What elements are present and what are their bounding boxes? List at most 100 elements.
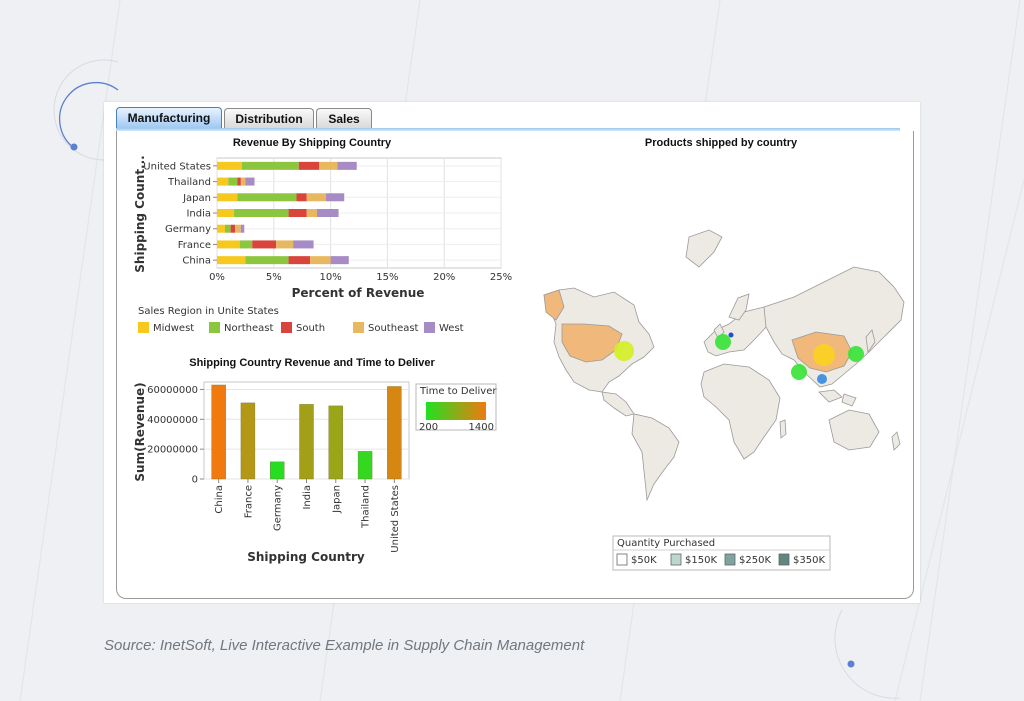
world-map-landmass <box>543 229 905 502</box>
chart1-bar-segment[interactable] <box>217 256 246 265</box>
chart1-legend-swatch <box>353 322 364 333</box>
country-alaska[interactable] <box>543 289 565 321</box>
chart1-bar-segment[interactable] <box>252 240 277 249</box>
chart1-x-tick-label: 10% <box>319 272 341 283</box>
chart1-bar-segment[interactable] <box>237 177 241 186</box>
country-united-states[interactable] <box>561 323 623 363</box>
map-legend-title: Quantity Purchased <box>617 538 715 549</box>
marker-united-states[interactable] <box>614 341 634 361</box>
charts-canvas: Revenue By Shipping Country United State… <box>133 137 905 571</box>
chart2-x-tick-label: France <box>243 485 254 518</box>
chart1-bar-segment[interactable] <box>293 240 314 249</box>
chart1-bar-segment[interactable] <box>230 224 236 233</box>
marker-india[interactable] <box>791 364 807 380</box>
chart1-bar-segment[interactable] <box>224 224 231 233</box>
chart2-y-tick-label: 40000000 <box>147 415 198 426</box>
chart1-bar-segment[interactable] <box>319 161 338 170</box>
chart1-bar-segment[interactable] <box>310 256 331 265</box>
chart1-y-tick-label: Japan <box>182 193 211 204</box>
chart1-bar-segment[interactable] <box>217 224 225 233</box>
chart2-bar[interactable] <box>357 451 373 480</box>
chart1-bar-segment[interactable] <box>245 256 289 265</box>
chart1-bar-segment[interactable] <box>228 177 238 186</box>
dashboard-panel: Manufacturing Distribution Sales Revenue… <box>104 102 920 603</box>
chart1-x-tick-label: 20% <box>433 272 455 283</box>
tab-sales[interactable]: Sales <box>316 108 372 128</box>
content-frame <box>116 131 914 599</box>
revenue-time-to-deliver-chart: Shipping Country Revenue and Time to Del… <box>133 357 497 564</box>
chart2-x-tick-label: India <box>302 485 313 510</box>
chart3-title: Products shipped by country <box>645 137 798 149</box>
chart1-x-tick-label: 25% <box>490 272 512 283</box>
chart1-bar-segment[interactable] <box>217 209 235 217</box>
chart1-bar-segment[interactable] <box>237 193 297 202</box>
chart2-legend-min: 200 <box>419 422 438 433</box>
chart1-x-tick-label: 0% <box>209 272 225 283</box>
chart2-y-tick-label: 20000000 <box>147 445 198 456</box>
chart1-bar-segment[interactable] <box>306 193 327 202</box>
chart1-legend-swatch <box>281 322 292 333</box>
chart1-bar-segment[interactable] <box>276 240 294 249</box>
chart1-y-tick-label: India <box>186 209 211 220</box>
chart2-bar[interactable] <box>387 386 402 480</box>
chart1-y-tick-label: France <box>178 240 211 251</box>
chart1-title: Revenue By Shipping Country <box>233 137 392 149</box>
chart1-bar-segment[interactable] <box>235 224 241 233</box>
map-legend: Quantity Purchased $50K $150K $250K $350K <box>612 535 831 571</box>
chart1-y-tick-label: United States <box>143 161 211 172</box>
chart1-bar-segment[interactable] <box>240 224 245 233</box>
map-legend-label: $250K <box>739 555 771 566</box>
chart1-legend-swatch <box>138 322 149 333</box>
chart1-bar-segment[interactable] <box>239 240 253 249</box>
chart1-bar-segment[interactable] <box>234 209 289 217</box>
map-legend-label: $350K <box>793 555 825 566</box>
chart2-bar[interactable] <box>328 405 343 480</box>
chart1-bar-segment[interactable] <box>217 177 229 186</box>
tab-manufacturing[interactable]: Manufacturing <box>116 107 222 129</box>
chart1-legend-title: Sales Region in Unite States <box>138 306 279 317</box>
chart1-bar-segment[interactable] <box>326 193 345 202</box>
chart1-bar-segment[interactable] <box>306 209 317 217</box>
chart1-y-tick-label: Germany <box>165 224 211 235</box>
chart1-legend-label: West <box>439 323 464 334</box>
chart2-bar[interactable] <box>240 402 256 480</box>
chart2-legend-title: Time to Deliver <box>419 386 497 397</box>
chart1-legend-label: Northeast <box>224 323 273 334</box>
map-legend-label: $50K <box>631 555 657 566</box>
chart1-bar-segment[interactable] <box>337 161 357 170</box>
chart1-legend: Midwest Northeast South Southeast West <box>138 322 464 334</box>
chart2-y-tick-label: 0 <box>192 475 198 486</box>
map-legend-swatch <box>670 553 682 566</box>
chart1-bar-segment[interactable] <box>316 209 339 217</box>
chart1-bar-segment[interactable] <box>298 161 320 170</box>
chart1-bar-segment[interactable] <box>288 209 307 217</box>
chart1-bar-segment[interactable] <box>241 161 299 170</box>
chart1-bar-segment[interactable] <box>245 177 255 186</box>
chart2-legend-gradient <box>426 402 486 420</box>
chart1-bar-segment[interactable] <box>296 193 307 202</box>
chart2-bar[interactable] <box>211 384 226 480</box>
chart1-bar-segment[interactable] <box>217 193 238 202</box>
marker-france[interactable] <box>715 334 731 350</box>
marker-japan[interactable] <box>848 346 864 362</box>
chart2-y-tick-label: 60000000 <box>147 385 198 396</box>
chart2-y-axis-label: Sum(Revenue) <box>133 382 147 481</box>
source-caption: Source: InetSoft, Live Interactive Examp… <box>104 637 585 654</box>
marker-china[interactable] <box>813 344 835 366</box>
marker-germany[interactable] <box>728 332 734 338</box>
chart2-bar[interactable] <box>299 404 314 480</box>
chart1-bar-segment[interactable] <box>288 256 311 265</box>
map-legend-swatch <box>616 553 628 566</box>
chart2-legend: Time to Deliver 200 1400 <box>415 383 497 433</box>
chart2-title: Shipping Country Revenue and Time to Del… <box>189 357 435 369</box>
chart1-bar-segment[interactable] <box>330 256 349 265</box>
chart1-bar-segment[interactable] <box>217 240 240 249</box>
tab-distribution[interactable]: Distribution <box>224 108 314 128</box>
marker-thailand[interactable] <box>817 374 827 384</box>
map-legend-swatch <box>778 553 790 566</box>
chart1-y-tick-label: Thailand <box>167 177 211 188</box>
chart2-bar[interactable] <box>270 461 285 480</box>
chart1-bar-segment[interactable] <box>240 177 246 186</box>
chart2-x-tick-label: United States <box>390 485 401 553</box>
chart1-bar-segment[interactable] <box>217 161 242 170</box>
